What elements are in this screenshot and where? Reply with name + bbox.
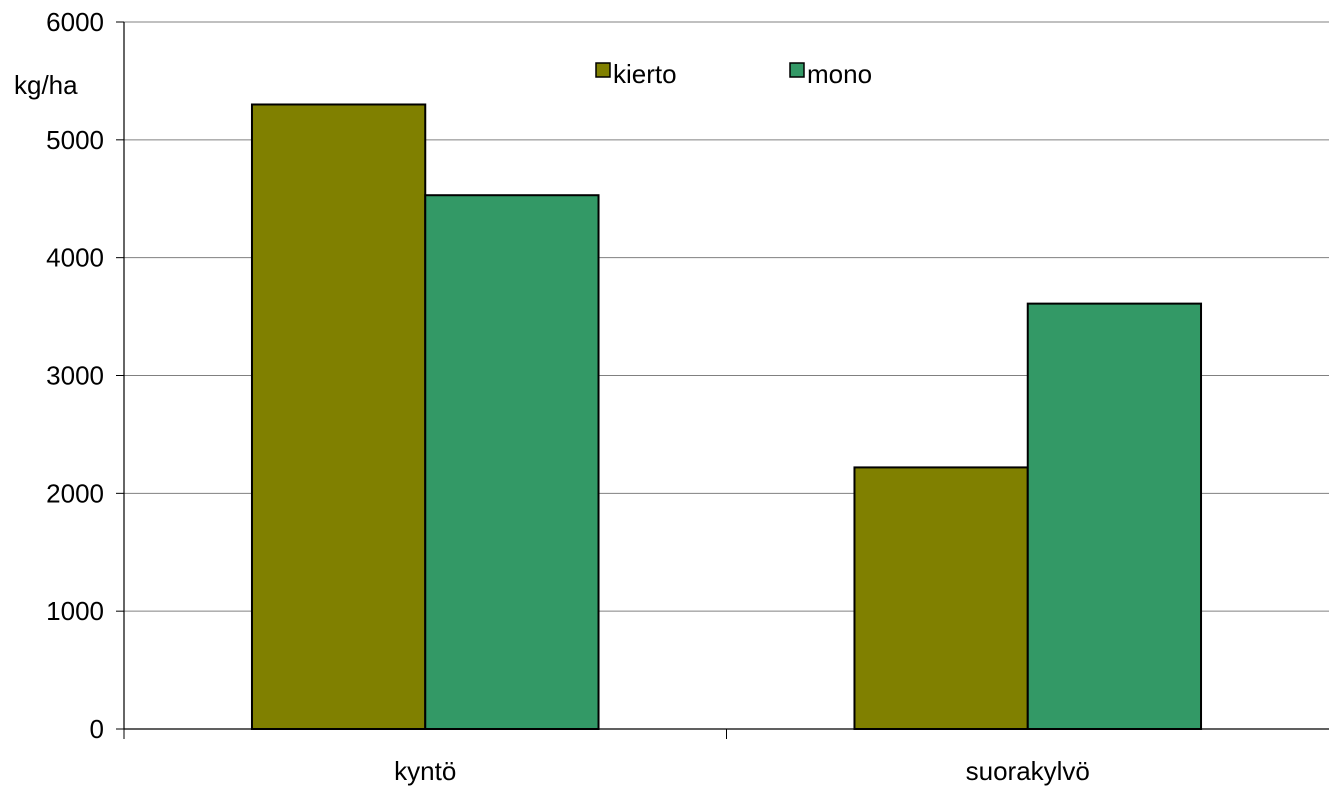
y-tick-label: 4000 — [46, 243, 104, 273]
bar-mono — [424, 194, 600, 730]
y-tick-label: 5000 — [46, 125, 104, 155]
legend-label-mono: mono — [807, 59, 872, 89]
bar-kierto — [853, 466, 1029, 730]
legend-swatch-kierto — [595, 62, 611, 78]
labels: 0 1000 2000 3000 4000 5000 6000 kg/ha kyntö suora… — [14, 7, 1090, 786]
y-tick-label: 6000 — [46, 7, 104, 37]
y-tick-label: 1000 — [46, 596, 104, 626]
x-tick-label: suorakylvö — [966, 756, 1090, 786]
y-axis-label: kg/ha — [14, 70, 78, 100]
bar-mono — [1026, 302, 1203, 730]
bars — [250, 103, 1203, 730]
x-tick-label: kyntö — [394, 756, 456, 786]
legend: kierto mono — [595, 59, 872, 89]
y-tick-label: 2000 — [46, 478, 104, 508]
legend-label-kierto: kierto — [613, 59, 677, 89]
axes — [116, 21, 1329, 739]
y-tick-label: 0 — [90, 714, 104, 744]
legend-swatch-mono — [789, 62, 805, 78]
y-tick-label: 3000 — [46, 361, 104, 391]
bar-kierto — [250, 103, 427, 730]
